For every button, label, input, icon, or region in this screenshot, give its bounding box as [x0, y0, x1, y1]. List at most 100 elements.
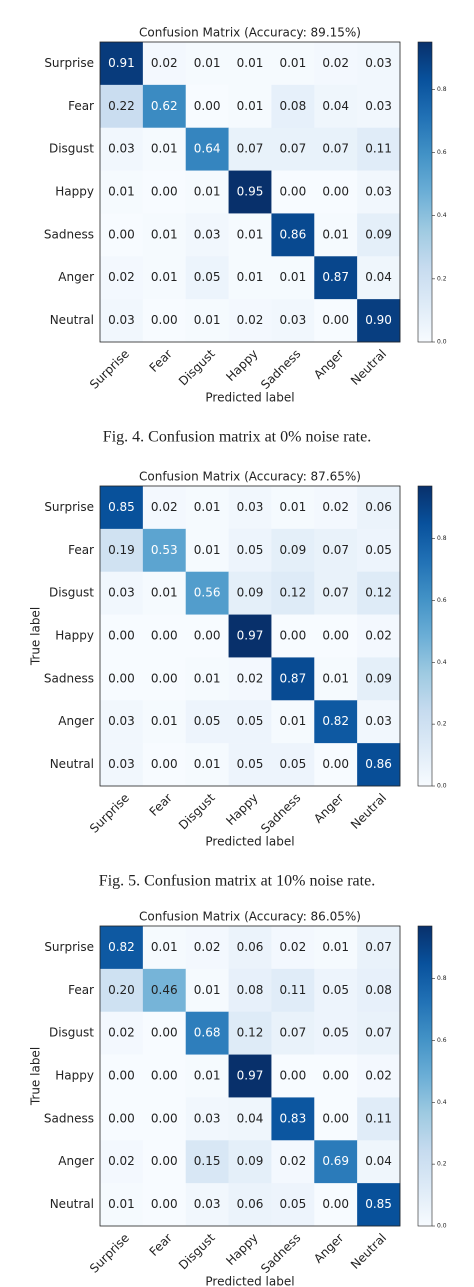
cell-label: 0.02 [151, 500, 178, 514]
cell [100, 213, 144, 257]
x-tick-label: Neutral [348, 1231, 389, 1272]
cell [271, 213, 315, 257]
cell [185, 486, 229, 530]
cell [228, 42, 272, 86]
cell-label: 0.01 [279, 714, 306, 728]
cell [314, 1183, 358, 1227]
cell [271, 42, 315, 86]
cell [228, 1183, 272, 1227]
cell [142, 528, 187, 573]
cell [357, 614, 401, 658]
x-tick-label: Anger [311, 791, 346, 826]
cell-label: 0.01 [237, 56, 264, 70]
cell [314, 926, 358, 970]
cell [228, 127, 272, 171]
cell [142, 700, 187, 744]
cell [314, 1011, 358, 1055]
cell-label: 0.08 [365, 983, 392, 997]
cell [271, 299, 315, 343]
cell [271, 614, 315, 658]
x-tick-label: Neutral [348, 791, 389, 832]
cell-label: 0.02 [237, 671, 264, 685]
cell [100, 42, 144, 86]
cell-label: 0.00 [108, 1069, 135, 1083]
cell-label: 0.01 [194, 56, 221, 70]
x-axis-label: Predicted label [205, 835, 294, 849]
cell-label: 0.01 [194, 1069, 221, 1083]
cell-label: 0.03 [194, 1111, 221, 1125]
y-tick-label: Fear [68, 99, 94, 113]
cell [357, 170, 401, 214]
cell-label: 0.82 [322, 714, 349, 728]
cell-label: 0.85 [365, 1197, 392, 1211]
cell [228, 299, 272, 343]
cell-label: 0.91 [108, 56, 135, 70]
cell [142, 614, 187, 658]
x-tick-label: Fear [147, 791, 175, 819]
cell [228, 1011, 272, 1055]
y-tick-label: Neutral [50, 313, 94, 327]
cell [271, 968, 315, 1013]
cell [357, 1097, 401, 1141]
cell-label: 0.08 [279, 99, 306, 113]
cell [100, 571, 144, 615]
colorbar-tick-label: 0.0 [437, 1223, 447, 1230]
cell [357, 42, 401, 86]
cell-label: 0.00 [151, 1026, 178, 1040]
cell [142, 42, 187, 86]
cell [314, 486, 358, 530]
cell [271, 256, 315, 300]
cell-label: 0.00 [322, 1197, 349, 1211]
cell [228, 256, 272, 300]
cell-label: 0.03 [108, 313, 135, 327]
cell-label: 0.00 [151, 1111, 178, 1125]
cell [228, 571, 272, 615]
cell-label: 0.00 [151, 671, 178, 685]
chart-title: Confusion Matrix (Accuracy: 87.65%) [139, 470, 361, 484]
cell [271, 170, 315, 214]
cell-label: 0.05 [279, 1197, 306, 1211]
cell-label: 0.00 [151, 313, 178, 327]
cell-label: 0.05 [237, 714, 264, 728]
cell-label: 0.01 [194, 671, 221, 685]
cell-label: 0.00 [151, 629, 178, 643]
cell-label: 0.04 [365, 1154, 392, 1168]
cell [357, 127, 401, 171]
cell [314, 213, 358, 257]
y-tick-label: Surprise [44, 500, 94, 514]
cell [100, 299, 144, 343]
cell-label: 0.07 [322, 543, 349, 557]
cell-label: 0.53 [151, 543, 178, 557]
cell-label: 0.09 [237, 586, 264, 600]
cell-label: 0.00 [151, 185, 178, 199]
cell [271, 1183, 315, 1227]
cell [314, 1097, 358, 1141]
cell-label: 0.82 [108, 940, 135, 954]
cell-label: 0.03 [194, 227, 221, 241]
cell-label: 0.04 [365, 270, 392, 284]
y-tick-label: Fear [68, 543, 94, 557]
cell-label: 0.02 [151, 56, 178, 70]
cell [142, 299, 187, 343]
cell [185, 299, 229, 343]
cell [357, 968, 401, 1013]
cell-label: 0.12 [365, 586, 392, 600]
cell-label: 0.07 [237, 142, 264, 156]
cell-label: 0.64 [194, 142, 221, 156]
cell [185, 926, 229, 970]
cell [185, 213, 229, 257]
x-tick-label: Surprise [87, 347, 132, 392]
cell [271, 700, 315, 744]
cell [228, 657, 272, 701]
cell-label: 0.00 [151, 757, 178, 771]
colorbar-tick-label: 0.2 [437, 1161, 447, 1168]
cell [357, 743, 401, 787]
x-tick-label: Fear [147, 1231, 175, 1259]
cell-label: 0.83 [279, 1111, 306, 1125]
cell [357, 571, 401, 615]
cell [185, 528, 229, 573]
cell-label: 0.05 [279, 757, 306, 771]
cell [271, 657, 315, 701]
cell [185, 614, 229, 658]
